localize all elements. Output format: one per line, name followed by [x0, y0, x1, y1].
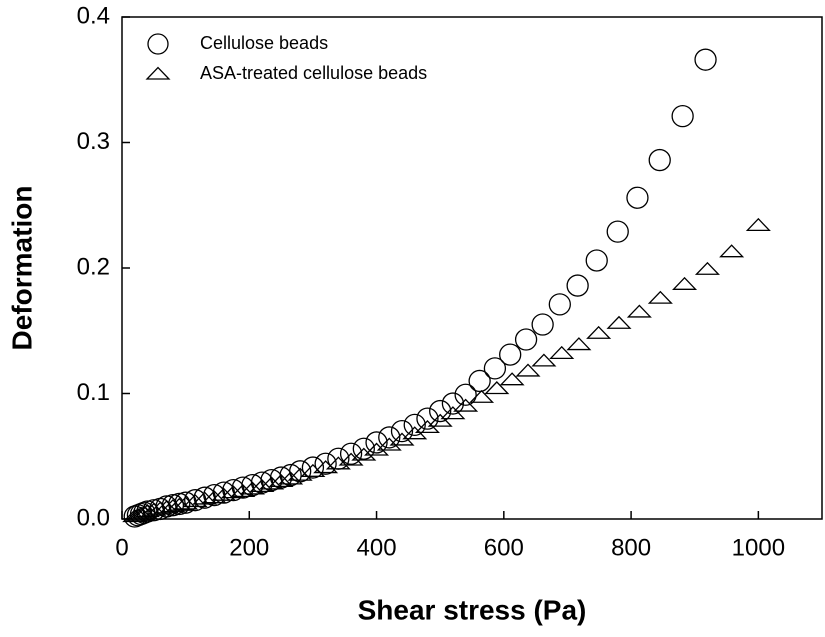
data-point	[499, 343, 522, 366]
legend-marker	[147, 33, 169, 55]
y-axis-title: Deformation	[6, 186, 37, 351]
data-point	[585, 249, 608, 272]
x-tick-label: 400	[357, 534, 397, 561]
data-point	[259, 476, 285, 490]
x-tick-label: 200	[229, 534, 269, 561]
data-point	[201, 490, 227, 504]
data-point	[469, 389, 495, 403]
data-point	[230, 483, 256, 498]
y-tick-label: 0.4	[77, 2, 110, 29]
data-point	[173, 496, 199, 510]
data-point	[128, 506, 154, 520]
data-point	[453, 398, 479, 412]
data-point	[514, 328, 538, 351]
data-point	[427, 413, 453, 427]
data-point	[441, 392, 465, 415]
x-axis-title: Shear stress (Pa)	[358, 594, 587, 625]
y-tick-label: 0.0	[77, 504, 110, 531]
data-point	[531, 353, 557, 367]
data-point	[211, 487, 237, 501]
data-point	[339, 442, 363, 465]
data-point	[626, 304, 652, 318]
data-point	[352, 437, 375, 460]
data-point	[313, 460, 339, 474]
legend-marker	[145, 66, 171, 80]
data-point	[566, 337, 592, 351]
data-point	[220, 485, 246, 499]
data-point	[378, 426, 401, 449]
y-tick-label: 0.1	[77, 379, 110, 406]
data-point	[338, 452, 364, 466]
data-point	[351, 447, 377, 461]
data-point	[287, 467, 313, 481]
data-point	[549, 345, 575, 360]
data-point	[314, 452, 337, 475]
data-point	[586, 325, 612, 339]
data-point	[499, 372, 525, 386]
data-point	[364, 442, 390, 456]
data-point	[483, 357, 507, 380]
data-point	[606, 220, 629, 243]
x-tick-label: 600	[484, 534, 524, 561]
data-point	[671, 104, 694, 128]
data-point	[548, 293, 571, 316]
data-point	[694, 261, 720, 275]
data-point	[694, 48, 717, 71]
data-point	[606, 315, 632, 329]
data-point	[249, 478, 275, 493]
data-point	[719, 244, 745, 258]
data-point	[166, 497, 192, 511]
data-point	[454, 383, 477, 406]
data-point	[626, 186, 649, 209]
data-point	[131, 505, 157, 519]
data-point	[278, 471, 304, 485]
data-point	[403, 413, 426, 437]
y-tick-label: 0.2	[77, 253, 110, 280]
data-point	[365, 431, 388, 454]
data-point	[745, 217, 771, 231]
data-point	[672, 276, 698, 290]
data-point	[325, 456, 351, 470]
data-point	[484, 381, 510, 395]
data-point	[122, 509, 148, 523]
data-point	[440, 406, 466, 420]
data-point	[390, 419, 414, 443]
data-point	[531, 313, 554, 336]
data-point	[566, 274, 589, 297]
data-point	[192, 491, 218, 505]
x-tick-label: 1000	[732, 534, 785, 561]
x-tick-label: 0	[115, 534, 128, 561]
legend-label: ASA-treated cellulose beads	[200, 63, 427, 83]
data-point	[468, 369, 491, 393]
data-point	[182, 494, 208, 508]
data-point	[429, 399, 452, 423]
data-point	[268, 473, 294, 488]
y-tick-label: 0.3	[77, 128, 110, 155]
plot-frame	[121, 16, 823, 520]
legend-label: Cellulose beads	[200, 33, 328, 53]
data-point	[239, 481, 265, 495]
data-point	[515, 363, 541, 377]
data-point	[301, 456, 325, 479]
data-point	[648, 148, 671, 172]
data-point	[416, 407, 439, 430]
data-point	[376, 437, 402, 451]
x-tick-label: 800	[611, 534, 651, 561]
data-point	[647, 290, 673, 304]
data-point	[300, 463, 326, 477]
